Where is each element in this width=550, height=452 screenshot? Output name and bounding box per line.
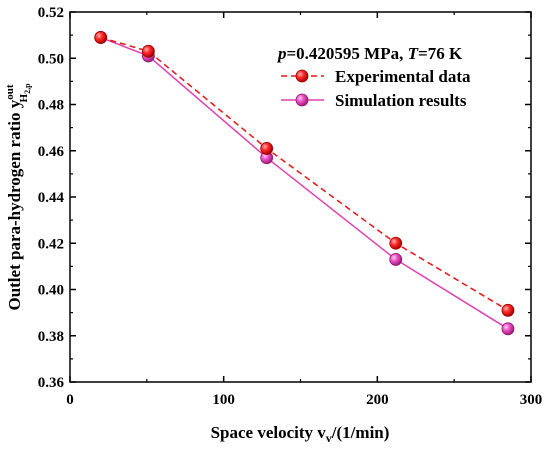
y-tick-label: 0.46: [38, 144, 65, 160]
legend: Experimental data Simulation results: [281, 67, 471, 110]
x-tick-label: 0: [66, 392, 74, 408]
data-point-experimental: [501, 303, 515, 317]
pressure-value: =0.420595 MPa,: [287, 44, 408, 63]
pressure-symbol: p: [276, 44, 287, 63]
temperature-value: =76 K: [418, 44, 463, 63]
data-point-simulation: [501, 322, 515, 336]
x-tick-label: 300: [520, 392, 543, 408]
axis-ticks: 0 100 200 300 0.36 0.38 0.40 0.42 0.44 0.46 0.48 0.…: [38, 5, 543, 408]
y-tick-label: 0.42: [38, 236, 64, 252]
x-axis-title-main: Space velocity v: [211, 423, 327, 442]
y-tick-label: 0.36: [38, 375, 65, 391]
x-tick-label: 200: [366, 392, 389, 408]
x-axis-title: Space velocity vv/(1/min): [211, 423, 390, 445]
y-tick-label: 0.40: [38, 283, 64, 299]
series-layer: [94, 31, 515, 336]
y-axis-title-sub2: 2,p: [23, 83, 32, 94]
y-tick-label: 0.38: [38, 329, 64, 345]
y-axis-title: Outlet para-hydrogen ratio yout H2,p: [4, 83, 32, 311]
x-axis-title-sub: v: [326, 431, 332, 445]
temperature-symbol: T: [408, 44, 419, 63]
x-tick-label: 100: [212, 392, 235, 408]
legend-label-simulation: Simulation results: [335, 91, 467, 110]
x-axis-title-unit: /(1/min): [331, 423, 390, 442]
data-point-experimental: [260, 142, 274, 155]
legend-label-experimental: Experimental data: [335, 67, 471, 86]
y-tick-label: 0.44: [38, 190, 65, 206]
y-tick-label: 0.50: [38, 51, 64, 67]
y-axis-title-sup: out: [4, 84, 16, 100]
legend-entry-experimental: Experimental data: [281, 67, 471, 86]
condition-annotation: p=0.420595 MPa, T=76 K: [276, 44, 463, 63]
data-point-simulation: [389, 253, 403, 266]
data-point-experimental: [94, 31, 108, 44]
legend-entry-simulation: Simulation results: [281, 91, 467, 110]
y-axis-title-main: Outlet para-hydrogen ratio y: [5, 99, 24, 310]
data-point-experimental: [141, 44, 155, 58]
legend-marker-simulation: [295, 93, 309, 107]
y-tick-label: 0.52: [38, 5, 64, 21]
y-axis-title-sub: H: [18, 93, 30, 102]
y-tick-label: 0.48: [38, 98, 64, 114]
data-point-experimental: [389, 236, 403, 250]
legend-marker-experimental: [295, 69, 309, 83]
